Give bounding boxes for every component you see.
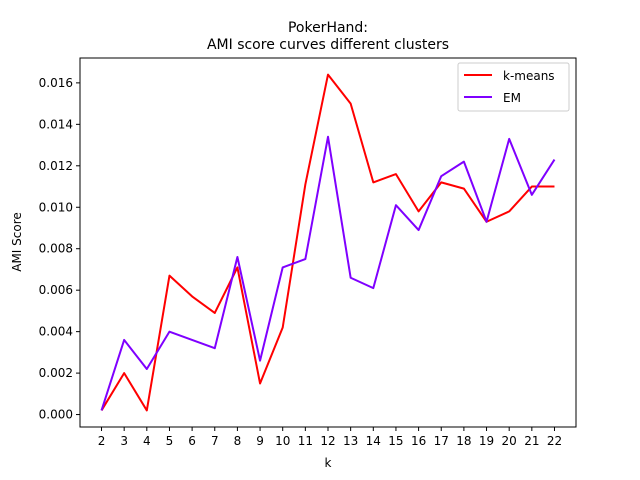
x-tick-label: 16	[411, 434, 426, 448]
x-tick-label: 5	[166, 434, 174, 448]
y-tick-label: 0.006	[39, 283, 73, 297]
x-tick-label: 11	[298, 434, 313, 448]
y-tick-label: 0.012	[39, 159, 73, 173]
x-tick-label: 4	[143, 434, 151, 448]
series-line-kmeans	[100, 73, 555, 412]
chart-subtitle: AMI score curves different clusters	[207, 37, 449, 53]
x-tick-label: 14	[366, 434, 381, 448]
y-tick-label: 0.014	[39, 117, 73, 131]
x-tick-label: 6	[188, 434, 196, 448]
x-tick-label: 18	[456, 434, 471, 448]
y-tick-label: 0.002	[39, 366, 73, 380]
x-tick-label: 8	[234, 434, 242, 448]
x-axis-label: k	[325, 456, 332, 470]
x-tick-label: 3	[120, 434, 128, 448]
x-tick-label: 13	[343, 434, 358, 448]
y-axis-label: AMI Score	[10, 212, 24, 272]
legend: k-means EM	[457, 62, 570, 112]
x-tick-label: 2	[98, 434, 106, 448]
legend-label-kmeans: k-means	[503, 69, 555, 83]
x-tick-label: 20	[502, 434, 517, 448]
x-tick-label: 17	[434, 434, 449, 448]
y-tick-label: 0.016	[39, 76, 73, 90]
y-tick-label: 0.008	[39, 242, 73, 256]
y-tick-label: 0.000	[39, 408, 73, 422]
x-tick-label: 19	[479, 434, 494, 448]
y-axis: 0.000 0.002 0.004 0.006 0.008 0.010 0.012 0.014…	[39, 76, 80, 422]
x-tick-label: 9	[256, 434, 264, 448]
legend-label-em: EM	[503, 91, 521, 105]
y-tick-label: 0.004	[39, 325, 73, 339]
plot-area	[100, 73, 556, 412]
x-tick-label: 10	[275, 434, 290, 448]
y-tick-label: 0.010	[39, 200, 73, 214]
x-tick-label: 15	[388, 434, 403, 448]
x-tick-label: 22	[547, 434, 562, 448]
series-line-em	[100, 135, 556, 411]
x-tick-label: 21	[524, 434, 539, 448]
chart-title: PokerHand:	[288, 20, 368, 36]
x-tick-label: 12	[320, 434, 335, 448]
x-tick-label: 7	[211, 434, 219, 448]
x-axis: 2 3 4 5 6 7 8 9 10 11 12 13 14 15 16 17 18 19 20 21 22	[98, 427, 562, 448]
